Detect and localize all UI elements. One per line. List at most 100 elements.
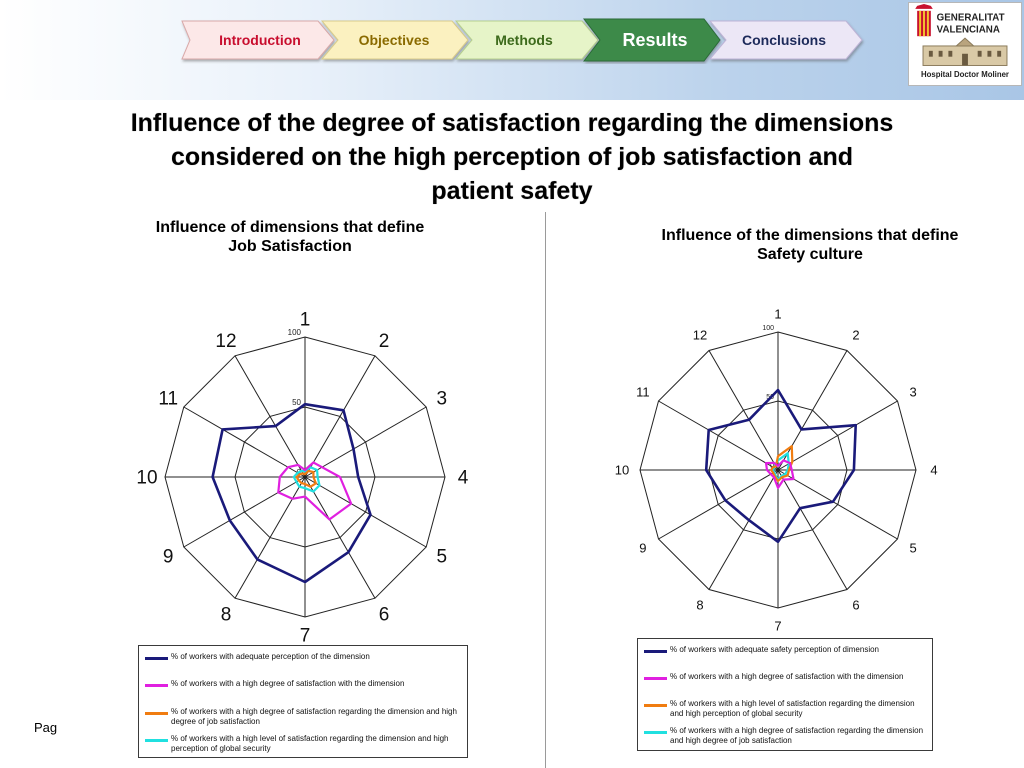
right-legend-item-2: % of workers with a high degree of satis… — [644, 672, 928, 700]
left-legend-item-3: % of workers with a high degree of satis… — [145, 707, 463, 735]
radar-series-line-3 — [770, 445, 794, 483]
nav-tab-results-label[interactable]: Results — [622, 30, 687, 50]
radar-spoke — [708, 469, 779, 590]
radar-category-label: 12 — [215, 331, 236, 352]
radar-spoke — [777, 400, 898, 471]
vertical-divider — [545, 212, 546, 768]
logo-caption: Hospital Doctor Moliner — [921, 70, 1009, 79]
nav-tab-results[interactable]: Results — [582, 18, 721, 62]
logo-line-1: GENERALITAT — [937, 13, 1005, 24]
right-legend-item-3: % of workers with a high level of satisf… — [644, 699, 928, 727]
radar-category-label: 3 — [909, 385, 916, 400]
right-chart-title-line-2: Safety culture — [757, 246, 863, 263]
radar-category-label: 1 — [300, 310, 311, 331]
radar-category-label: 10 — [615, 463, 629, 478]
legend-swatch — [145, 739, 168, 742]
right-legend-item-4: % of workers with a high degree of satis… — [644, 726, 928, 754]
legend-label: % of workers with a high level of satisf… — [670, 699, 915, 718]
radar-spoke — [777, 469, 848, 590]
radar-spoke — [777, 469, 898, 540]
legend-label: % of workers with a high degree of satis… — [670, 672, 904, 681]
radar-category-label: 8 — [696, 598, 703, 613]
left-legend-item-2: % of workers with a high degree of satis… — [145, 679, 463, 707]
radar-series-line-2 — [277, 461, 353, 521]
left-chart-title-line-2: Job Satisfaction — [228, 238, 352, 255]
radar-spoke — [234, 355, 306, 478]
radar-series-line-2 — [764, 459, 795, 489]
radar-category-label: 2 — [852, 328, 859, 343]
radar-spoke — [183, 476, 306, 548]
radar-category-label: 3 — [437, 389, 448, 410]
right-chart-title-line-1: Influence of the dimensions that define — [661, 227, 959, 244]
nav-tab-introduction[interactable]: Introduction — [181, 20, 335, 60]
radar-ring-label: 100 — [288, 328, 302, 337]
legend-swatch — [644, 731, 667, 734]
radar-spoke — [304, 476, 427, 548]
radar-category-label: 11 — [636, 385, 650, 400]
nav-tab-introduction-label[interactable]: Introduction — [219, 32, 301, 48]
radar-spoke — [304, 355, 376, 478]
legend-swatch — [145, 684, 168, 687]
left-chart-title-line-1: Influence of dimensions that define — [155, 219, 425, 236]
nav-tab-objectives-label[interactable]: Objectives — [359, 32, 430, 48]
slide-title: Influence of the degree of satisfaction … — [129, 108, 894, 207]
radar-spoke — [304, 476, 376, 599]
nav-tab-objectives[interactable]: Objectives — [320, 20, 469, 60]
radar-series-line-1 — [211, 402, 372, 584]
left-legend-item-1: % of workers with adequate perception of… — [145, 652, 463, 680]
right-chart-title: Influence of the dimensions that define … — [625, 226, 995, 264]
radar-category-label: 2 — [379, 331, 390, 352]
radar-spoke — [658, 469, 779, 540]
legend-swatch — [644, 650, 667, 653]
legend-label: % of workers with adequate safety percep… — [670, 645, 880, 654]
legend-label: % of workers with a high degree of satis… — [171, 707, 457, 726]
radar-category-label: 1 — [774, 307, 781, 322]
legend-label: % of workers with adequate perception of… — [171, 652, 370, 661]
legend-swatch — [145, 657, 168, 660]
nav-tab-methods[interactable]: Methods — [454, 20, 599, 60]
generalitat-valenciana-logo: GENERALITAT VALENCIANA Hospital Doctor M… — [908, 2, 1022, 86]
left-chart-legend: % of workers with adequate perception of… — [138, 645, 468, 758]
nav-tab-conclusions[interactable]: Conclusions — [708, 20, 863, 60]
radar-ring-label: 50 — [292, 398, 301, 407]
page-label: Pag — [34, 720, 58, 735]
radar-category-label: 5 — [437, 547, 448, 568]
radar-category-label: 4 — [458, 468, 469, 489]
radar-spoke — [777, 350, 848, 471]
radar-spoke — [304, 406, 427, 478]
legend-label: % of workers with a high degree of satis… — [670, 726, 924, 745]
radar-category-label: 7 — [774, 619, 781, 634]
radar-spoke — [658, 400, 779, 471]
radar-spoke — [234, 476, 306, 599]
radar-category-label: 6 — [379, 605, 390, 626]
radar-series-line-1 — [704, 388, 857, 544]
legend-swatch — [644, 704, 667, 707]
radar-category-label: 10 — [136, 468, 157, 489]
hospital-building-icon — [922, 37, 1008, 66]
radar-category-label: 5 — [909, 541, 916, 556]
radar-category-label: 8 — [221, 605, 232, 626]
left-chart-title: Influence of dimensions that define Job … — [120, 218, 460, 256]
coat-of-arms-icon — [915, 3, 933, 37]
legend-swatch — [644, 677, 667, 680]
nav-tab-methods-label[interactable]: Methods — [495, 32, 553, 48]
legend-label: % of workers with a high level of satisf… — [171, 734, 449, 753]
nav-tab-conclusions-label[interactable]: Conclusions — [742, 32, 826, 48]
radar-ring-label: 100 — [762, 325, 774, 332]
radar-category-label: 12 — [693, 328, 707, 343]
logo-line-2: VALENCIANA — [937, 24, 1000, 35]
radar-category-label: 6 — [852, 598, 859, 613]
section-nav: Introduction Objectives Methods Results … — [181, 18, 863, 62]
legend-swatch — [145, 712, 168, 715]
right-legend-item-1: % of workers with adequate safety percep… — [644, 645, 928, 673]
left-legend-item-4: % of workers with a high level of satisf… — [145, 734, 463, 762]
radar-category-label: 4 — [930, 463, 937, 478]
radar-spoke — [183, 406, 306, 478]
radar-category-label: 9 — [163, 547, 174, 568]
radar-series-line-3 — [295, 469, 317, 488]
radar-category-label: 7 — [300, 626, 311, 647]
radar-spoke — [708, 350, 779, 471]
right-chart-legend: % of workers with adequate safety percep… — [637, 638, 933, 751]
